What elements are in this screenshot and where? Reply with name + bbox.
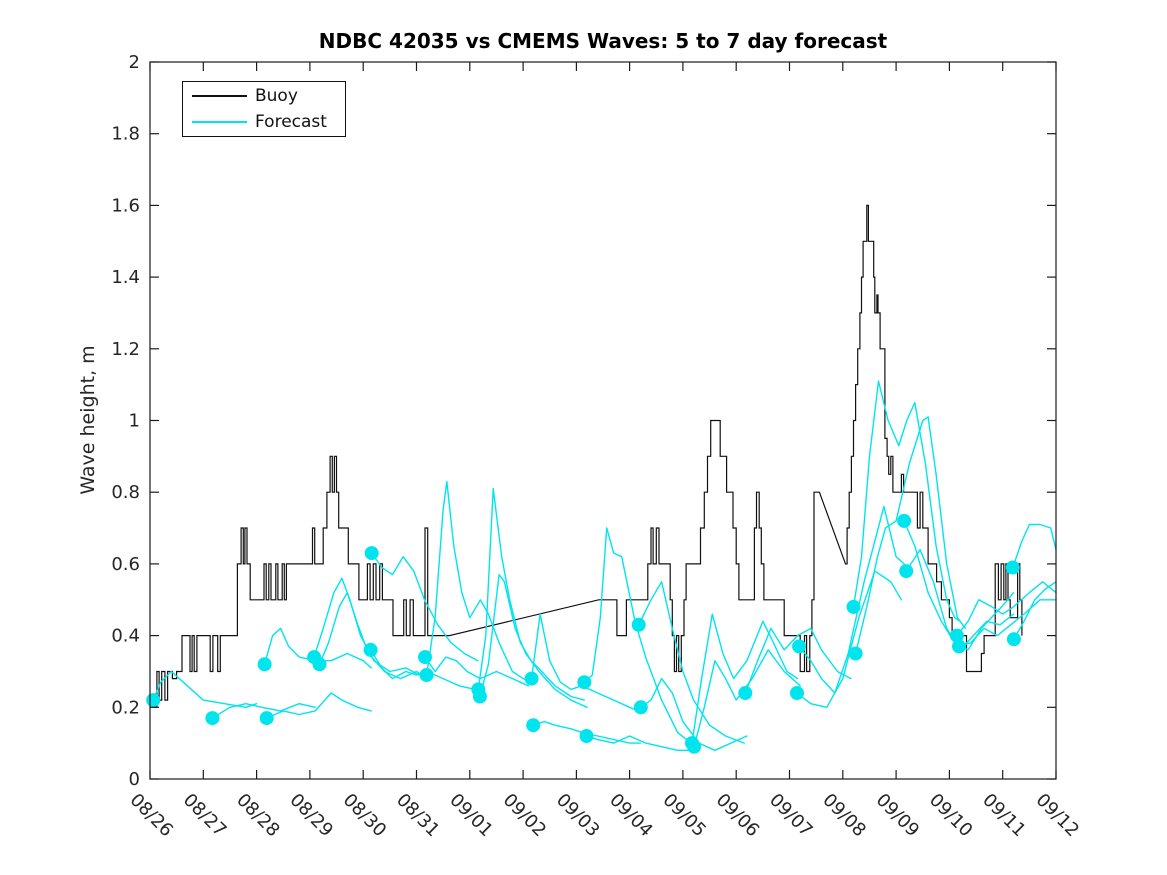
forecast-series-line (640, 677, 748, 751)
forecast-start-marker (312, 657, 327, 672)
x-tick-label: 09/09 (872, 790, 924, 842)
x-tick-label: 09/05 (658, 790, 710, 842)
forecast-start-marker (257, 657, 272, 672)
forecast-start-marker (472, 689, 487, 704)
x-tick-label: 09/10 (925, 790, 977, 842)
forecast-start-marker (419, 668, 434, 682)
y-tick-label: 0.8 (111, 482, 140, 503)
forecast-series-line (477, 487, 585, 701)
x-tick-label: 09/03 (552, 790, 604, 842)
forecast-series-line (530, 613, 639, 712)
forecast-start-marker (631, 617, 646, 632)
x-tick-label: 08/27 (179, 790, 231, 842)
forecast-start-marker (579, 729, 594, 743)
x-tick-label: 08/28 (232, 790, 284, 842)
forecast-start-marker (792, 639, 807, 654)
x-tick-label: 09/12 (1032, 790, 1084, 842)
y-tick-label: 0.2 (111, 697, 140, 718)
buoy-series-line (150, 204, 1023, 708)
y-tick-label: 1.4 (111, 267, 140, 288)
x-tick-label: 09/04 (605, 790, 657, 842)
x-tick-label: 09/02 (499, 790, 551, 842)
x-tick-label: 09/11 (978, 790, 1030, 842)
x-tick-label: 08/29 (285, 790, 337, 842)
y-tick-label: 0 (129, 769, 140, 790)
x-tick-label: 09/01 (445, 790, 497, 842)
forecast-start-marker (363, 642, 378, 657)
forecast-series-line (852, 380, 961, 622)
forecast-series-line (425, 480, 532, 683)
forecast-series-line (263, 627, 372, 669)
legend-label-forecast: Forecast (255, 111, 327, 132)
forecast-series-line (583, 527, 692, 744)
forecast-start-marker (205, 711, 220, 726)
axes-box (149, 61, 1057, 780)
x-tick-label: 08/31 (392, 790, 444, 842)
forecast-series-line (744, 627, 852, 694)
legend-item-forecast: Forecast (183, 110, 345, 134)
forecast-series-line (266, 692, 372, 719)
forecast-start-marker (848, 646, 863, 661)
forecast-start-marker (1006, 632, 1021, 647)
forecast-series-line (585, 735, 695, 751)
forecast-start-marker (949, 628, 964, 643)
forecast-series-line (479, 574, 588, 708)
forecast-series-line (693, 649, 801, 748)
forecast-start-marker (899, 564, 914, 579)
forecast-series-line (211, 703, 316, 719)
forecast-series-line (1012, 523, 1057, 569)
forecast-start-marker (259, 711, 274, 726)
forecast-start-marker (577, 675, 592, 690)
y-axis-label: Wave height, m (77, 345, 99, 495)
forecast-start-marker (687, 739, 702, 754)
forecast-start-marker (364, 546, 379, 561)
forecast-series-line (371, 552, 479, 662)
forecast-series-line (956, 581, 1057, 637)
y-tick-label: 0.6 (111, 554, 140, 575)
y-tick-label: 0.4 (111, 626, 140, 647)
buoy-line-sample-icon (192, 95, 247, 97)
forecast-series-line (798, 505, 905, 694)
forecast-start-marker (846, 599, 861, 614)
y-tick-label: 1.2 (111, 339, 140, 360)
forecast-series-line (369, 649, 476, 691)
forecast-series-line (854, 416, 967, 655)
legend: Buoy Forecast (182, 81, 346, 137)
forecast-start-marker (524, 671, 539, 686)
forecast-series-line (958, 599, 1057, 648)
forecast-series-line (424, 656, 530, 687)
x-tick-label: 09/08 (818, 790, 870, 842)
forecast-series-line (152, 670, 258, 708)
forecast-start-marker (790, 686, 804, 700)
forecast-start-marker (1005, 560, 1020, 575)
x-tick-label: 08/26 (126, 790, 178, 842)
forecast-start-marker (146, 693, 161, 708)
legend-label-buoy: Buoy (255, 85, 298, 106)
y-tick-label: 1.8 (111, 124, 140, 145)
forecast-start-marker (738, 686, 753, 700)
forecast-start-marker (952, 639, 966, 654)
x-tick-label: 08/30 (339, 790, 391, 842)
forecast-series-line (318, 591, 428, 680)
chart-title: NDBC 42035 vs CMEMS Waves: 5 to 7 day fo… (318, 29, 888, 53)
forecast-series-line (638, 581, 745, 744)
legend-item-buoy: Buoy (183, 84, 345, 108)
y-tick-label: 2 (129, 52, 140, 73)
forecast-series-line (691, 613, 799, 744)
forecast-series-line (796, 570, 903, 708)
y-tick-label: 1.6 (111, 195, 140, 216)
forecast-start-marker (633, 700, 648, 715)
forecast-start-marker (526, 718, 541, 733)
x-tick-label: 09/06 (712, 790, 764, 842)
forecast-series-line (1013, 581, 1057, 640)
forecast-line-sample-icon (192, 121, 247, 123)
forecast-start-marker (418, 650, 432, 665)
forecast-start-marker (897, 513, 912, 528)
y-tick-label: 1 (129, 411, 140, 432)
x-tick-label: 09/07 (765, 790, 817, 842)
